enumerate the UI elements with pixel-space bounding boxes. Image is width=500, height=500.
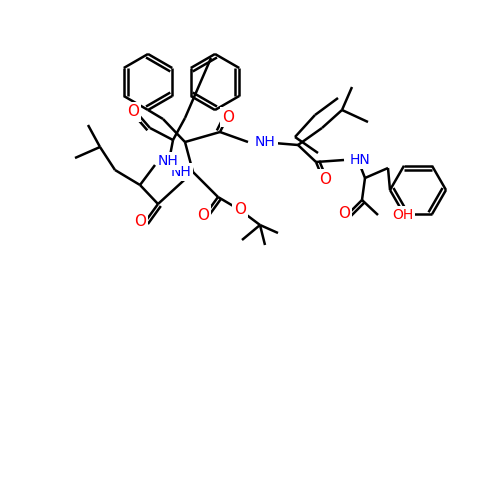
Text: O: O — [222, 110, 234, 124]
Text: O: O — [319, 172, 331, 186]
Text: O: O — [338, 206, 350, 222]
Text: NH: NH — [170, 165, 191, 179]
Text: NH: NH — [158, 154, 179, 168]
Text: O: O — [134, 214, 146, 230]
Text: OH: OH — [392, 208, 413, 222]
Text: HN: HN — [350, 153, 371, 167]
Text: O: O — [234, 202, 246, 216]
Text: O: O — [197, 208, 209, 222]
Text: NH: NH — [255, 135, 276, 149]
Text: O: O — [127, 104, 139, 120]
